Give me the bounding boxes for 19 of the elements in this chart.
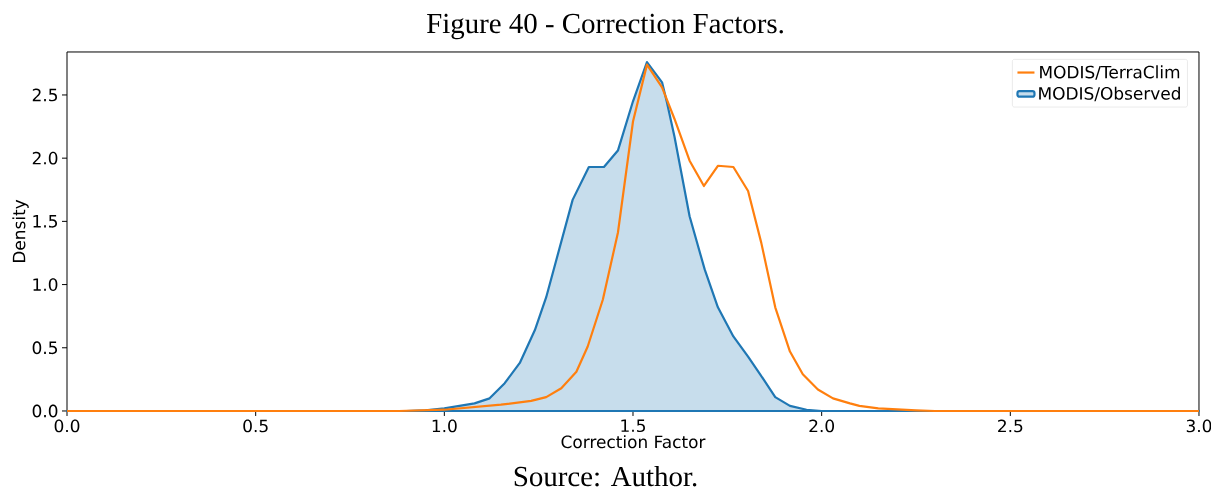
y-tick-label: 1.5 [33,215,58,228]
legend-label: MODIS/TerraClim [1040,65,1180,80]
y-tick-label: 1.0 [33,278,58,291]
legend-label: MODIS/Observed [1039,86,1180,102]
x-axis-title: Correction Factor [561,435,706,449]
x-tick-label: 2.5 [998,419,1023,433]
x-tick-label: 3.0 [1186,419,1211,433]
x-tick-label: 0.0 [54,419,80,433]
chart-title: Figure 40 - Correction Factors. [427,13,783,40]
y-tick-label: 0.0 [32,404,58,418]
y-tick-label: 2.0 [32,151,58,165]
y-tick-label: 2.5 [32,88,58,102]
x-tick-label: 2.0 [809,419,835,433]
source-note: Source: Author. [514,465,697,487]
y-axis-title: Density [12,199,29,263]
x-tick-label: 0.5 [243,419,268,433]
x-tick-label: 1.5 [621,419,645,433]
y-tick-label: 0.5 [32,341,58,355]
x-tick-label: 1.0 [432,419,457,433]
